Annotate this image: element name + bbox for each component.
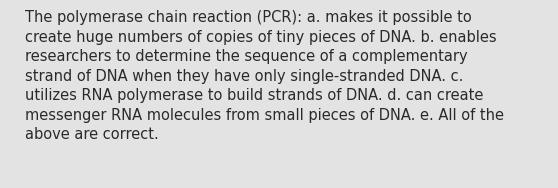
Text: The polymerase chain reaction (PCR): a. makes it possible to
create huge numbers: The polymerase chain reaction (PCR): a. … [25,10,503,143]
